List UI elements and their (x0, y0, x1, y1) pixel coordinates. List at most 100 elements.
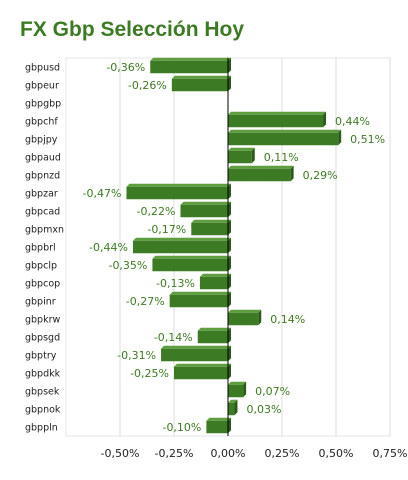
bar (150, 60, 228, 74)
bar (191, 222, 228, 236)
bar-top (180, 201, 231, 205)
bar-top (228, 309, 262, 313)
bar (180, 204, 228, 218)
x-tick-label: 0,50% (319, 447, 354, 460)
category-label: gbpaud (25, 153, 61, 164)
bar (197, 330, 228, 344)
bar (228, 132, 339, 146)
bar-top (228, 165, 294, 169)
bar-top (228, 111, 327, 115)
x-tick-label: 0,75% (373, 447, 408, 460)
bar (126, 186, 228, 200)
category-label: gbpcad (25, 207, 60, 218)
category-label: gbpgbp (25, 99, 61, 110)
data-label: -0,25% (130, 367, 169, 380)
bar (169, 294, 228, 308)
bar-top (228, 147, 255, 151)
bar-side (228, 237, 231, 254)
bar-side (228, 363, 231, 380)
bar-top (206, 417, 231, 421)
bar-side (234, 399, 238, 416)
category-label: gbpchf (25, 117, 58, 128)
category-label: gbpclp (25, 261, 57, 272)
bar (228, 384, 244, 398)
bar (132, 240, 228, 254)
bar-side (228, 57, 231, 74)
bar-side (243, 381, 247, 398)
bar (161, 348, 228, 362)
data-label: -0,14% (154, 331, 193, 344)
data-label: 0,29% (303, 169, 338, 182)
category-label: gbpusd (25, 63, 60, 74)
data-label: -0,13% (156, 277, 195, 290)
bar-top (150, 57, 231, 61)
bar-side (228, 273, 231, 290)
bar-top (199, 273, 231, 277)
category-label: gbpnok (25, 405, 61, 416)
bar-top (228, 381, 247, 385)
x-tick-label: 0,00% (211, 447, 246, 460)
data-label: 0,44% (335, 115, 370, 128)
category-label: gbpjpy (25, 135, 58, 146)
bar-top (152, 255, 231, 259)
x-tick-label: 0,25% (265, 447, 300, 460)
data-label: 0,14% (270, 313, 305, 326)
data-label: -0,44% (89, 241, 128, 254)
bar-top (174, 363, 231, 367)
category-label: gbpmxn (25, 225, 64, 236)
bar (152, 258, 228, 272)
bar-side (228, 327, 231, 344)
bar-side (290, 165, 294, 182)
category-label: gbptry (25, 351, 57, 362)
category-label: gbpdkk (25, 369, 61, 380)
category-label: gbpnzd (25, 171, 60, 182)
bar-side (228, 417, 231, 434)
bar-side (323, 111, 327, 128)
category-label: gbpeur (25, 81, 59, 92)
data-label: -0,36% (106, 61, 145, 74)
bar-top (228, 399, 238, 403)
data-label: -0,31% (117, 349, 156, 362)
bar (228, 114, 324, 128)
data-label: 0,07% (255, 385, 290, 398)
data-label: -0,35% (108, 259, 147, 272)
category-label: gbpinr (25, 297, 56, 308)
bar-side (251, 147, 255, 164)
category-label: gbpzar (25, 189, 58, 200)
chart-title: FX Gbp Selección Hoy (20, 18, 245, 41)
bar-top (161, 345, 231, 349)
bar-side (228, 219, 231, 236)
category-label: gbpsek (25, 387, 60, 398)
x-tick-label: -0,50% (101, 447, 140, 460)
category-label: gbppln (25, 423, 58, 434)
bar-side (258, 309, 262, 326)
data-label: -0,10% (162, 421, 201, 434)
category-label: gbpkrw (25, 315, 60, 326)
bar-side (338, 129, 342, 146)
category-label: gbpsgd (25, 333, 60, 344)
bar (228, 168, 291, 182)
bar-top (171, 75, 231, 79)
data-label: -0,17% (147, 223, 186, 236)
bar (174, 366, 228, 380)
bar-side (228, 345, 231, 362)
category-label: gbpbrl (25, 243, 56, 254)
data-label: -0,22% (137, 205, 176, 218)
bar-side (228, 255, 231, 272)
bar-side (228, 201, 231, 218)
data-label: 0,11% (264, 151, 299, 164)
data-label: -0,27% (126, 295, 165, 308)
bar-side (228, 291, 231, 308)
bar-top (169, 291, 231, 295)
bar-top (126, 183, 231, 187)
bar-top (197, 327, 231, 331)
bar (228, 402, 235, 416)
data-label: 0,51% (350, 133, 385, 146)
bar-side (228, 75, 231, 92)
bar (171, 78, 228, 92)
bar (199, 276, 228, 290)
bar-top (132, 237, 231, 241)
data-label: -0,26% (128, 79, 167, 92)
bar-side (228, 183, 231, 200)
